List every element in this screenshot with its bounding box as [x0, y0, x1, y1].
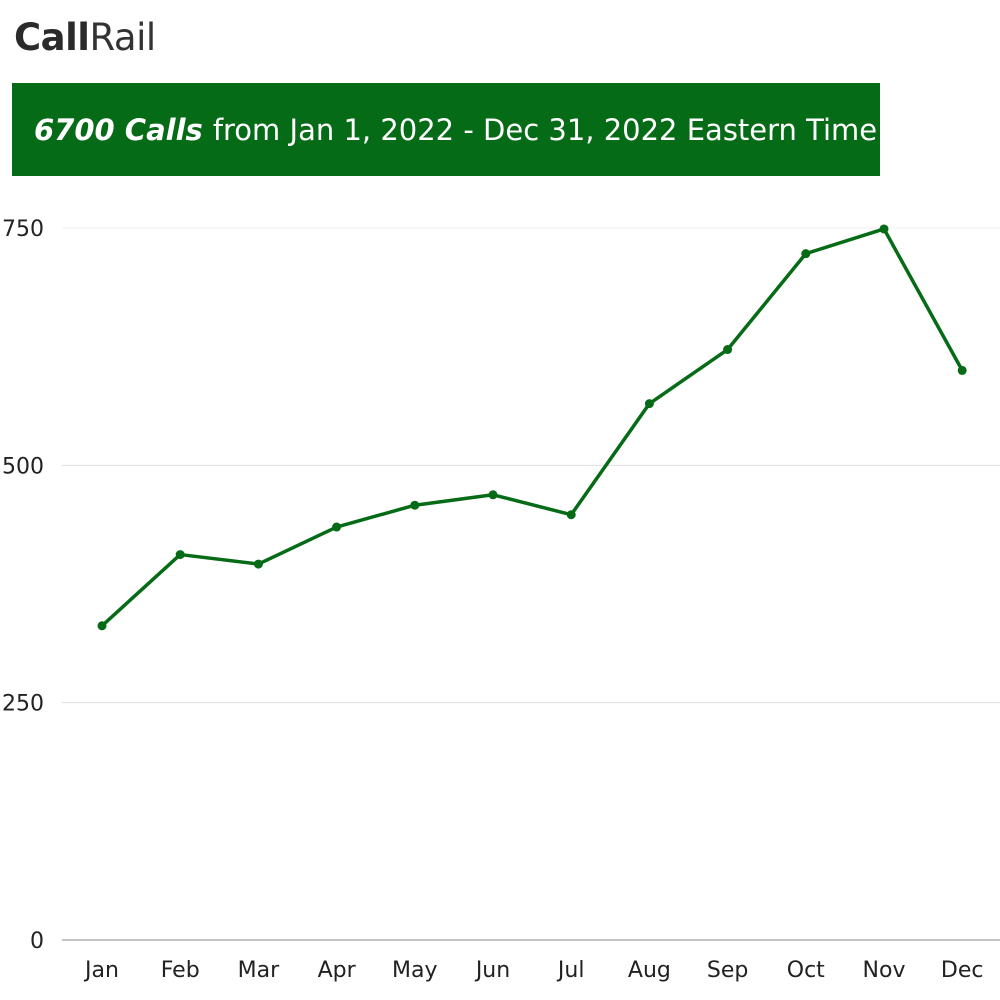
logo-text-light: Rail [89, 15, 157, 59]
call-count: 6700 Calls [34, 112, 203, 147]
data-point [410, 500, 420, 510]
data-point [644, 399, 654, 409]
data-point [723, 345, 733, 355]
summary-banner: 6700 Calls from Jan 1, 2022 - Dec 31, 20… [12, 83, 880, 176]
data-point [97, 621, 107, 631]
x-tick-label: Mar [238, 958, 280, 983]
data-point [253, 559, 263, 569]
logo-text-bold: Call [14, 15, 90, 59]
x-tick-label: May [392, 958, 437, 983]
gridlines [62, 227, 1000, 941]
y-tick-label: 0 [30, 929, 44, 954]
x-tick-label: Dec [941, 958, 984, 983]
y-tick-label: 750 [2, 217, 44, 242]
series-line [100, 227, 964, 628]
data-point [801, 249, 811, 259]
data-point [332, 522, 342, 532]
x-tick-label: Jan [83, 958, 119, 983]
x-tick-label: Sep [707, 958, 748, 983]
x-tick-label: Aug [628, 958, 671, 983]
data-point [566, 510, 576, 520]
callrail-logo: Call Rail [14, 14, 156, 60]
x-tick-label: Jul [556, 958, 585, 983]
data-point [175, 550, 185, 560]
x-tick-label: Nov [863, 958, 906, 983]
series-points [97, 224, 967, 631]
x-tick-label: Jun [474, 958, 510, 983]
y-tick-label: 500 [2, 454, 44, 479]
data-point [957, 365, 967, 375]
y-tick-label: 250 [2, 692, 44, 717]
date-range: from Jan 1, 2022 - Dec 31, 2022 Eastern … [212, 112, 878, 147]
x-tick-label: Apr [318, 958, 357, 983]
y-axis-ticks: 0 250 500 750 [2, 217, 44, 954]
data-point [879, 224, 889, 234]
x-tick-label: Feb [161, 958, 200, 983]
data-point [488, 490, 498, 500]
series-line-layer [100, 227, 964, 628]
x-axis-ticks: Jan Feb Mar Apr May Jun Jul Aug Sep Oct Nov Dec [83, 958, 983, 983]
x-tick-label: Oct [787, 958, 825, 983]
